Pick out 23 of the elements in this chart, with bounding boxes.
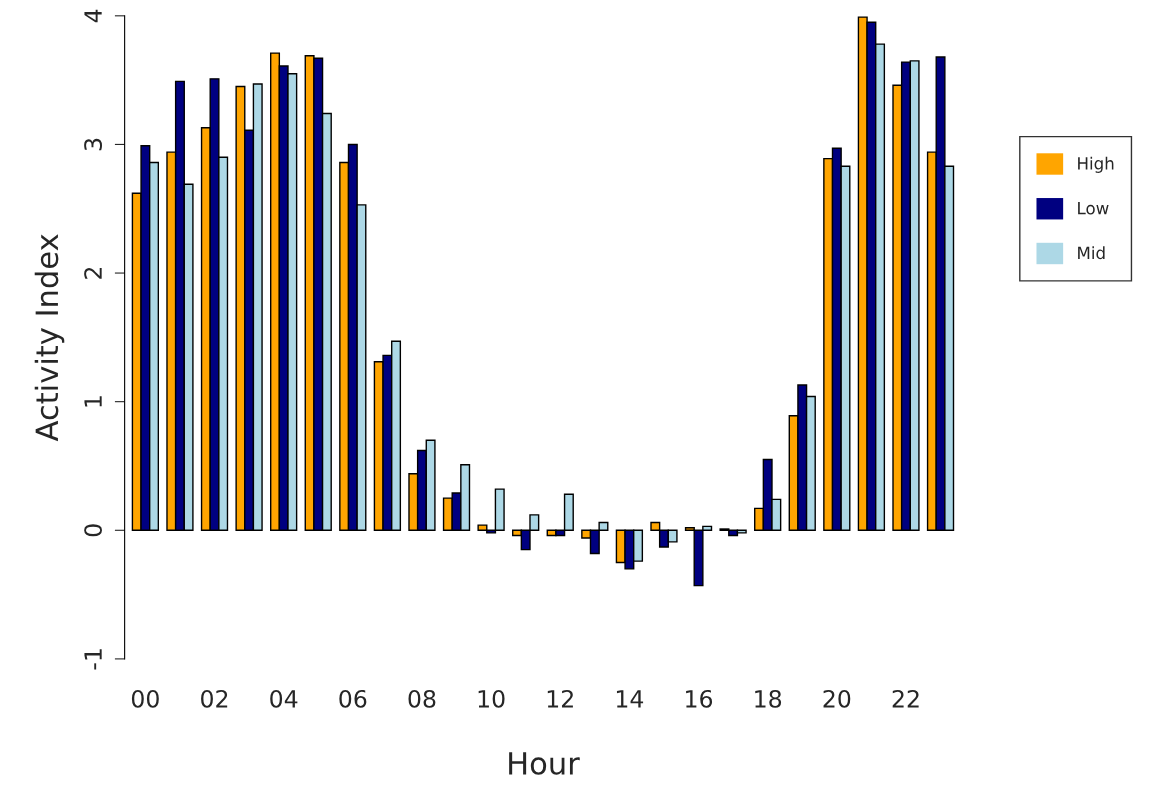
x-tick-label: 06: [339, 689, 367, 708]
y-tick-label: -1: [84, 649, 102, 670]
y-tick-label: 3: [84, 138, 102, 151]
x-tick-label: 02: [201, 689, 228, 708]
y-axis-title: Activity Index: [34, 234, 65, 442]
x-tick-label: 22: [892, 689, 919, 708]
x-tick-label: 04: [270, 689, 298, 708]
legend-label: High: [1078, 156, 1114, 173]
y-tick-label: 1: [84, 396, 102, 407]
y-tick-label: 4: [84, 9, 102, 23]
x-tick-label: 12: [547, 689, 573, 708]
x-tick-label: 16: [686, 689, 713, 708]
x-tick-label: 00: [131, 689, 159, 708]
x-tick-label: 14: [616, 690, 644, 708]
x-tick-label: 10: [478, 689, 505, 708]
y-tick-label: 2: [84, 267, 102, 279]
x-tick-label: 18: [755, 689, 782, 708]
legend-label: Low: [1078, 202, 1109, 215]
x-axis-title: Hour: [509, 752, 580, 775]
legend-label: Mid: [1078, 246, 1105, 260]
x-tick-label: 20: [823, 689, 851, 708]
y-tick-label: 0: [84, 524, 102, 537]
x-tick-label: 08: [408, 689, 436, 708]
